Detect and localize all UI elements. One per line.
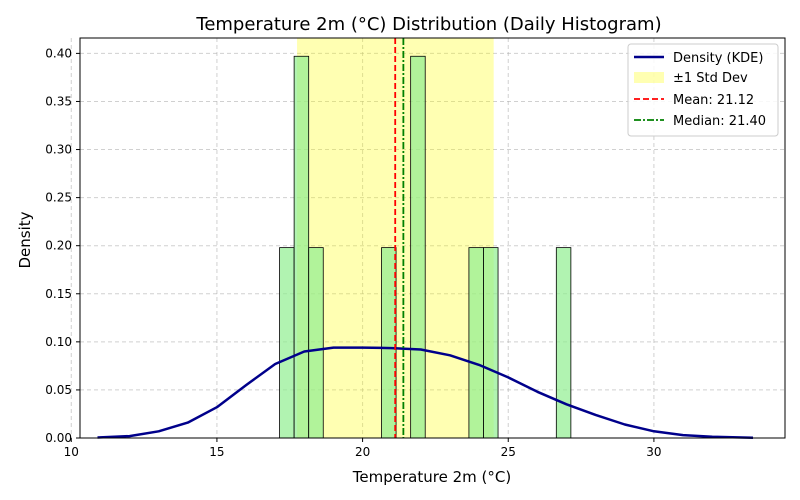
histogram-bar xyxy=(308,247,324,439)
y-axis-label: Density xyxy=(16,211,34,268)
histogram-bars xyxy=(279,55,572,439)
y-tick-label: 0.30 xyxy=(45,143,72,157)
x-tick-label: 30 xyxy=(646,445,661,459)
legend-band-label: ±1 Std Dev xyxy=(673,71,748,86)
histogram-bar xyxy=(381,247,397,439)
histogram-bar xyxy=(555,247,572,439)
legend: Density (KDE) ±1 Std Dev Mean: 21.12 Med… xyxy=(627,43,779,137)
y-tick-label: 0.25 xyxy=(45,191,72,205)
histogram-bar xyxy=(410,55,426,439)
chart-title: Temperature 2m (°C) Distribution (Daily … xyxy=(195,14,661,35)
y-axis-ticks: 0.00 0.05 0.10 0.15 0.20 0.25 0.30 0.35 0.40 xyxy=(45,46,80,445)
x-tick-label: 25 xyxy=(501,445,516,459)
plot-frame xyxy=(79,37,786,439)
x-axis-label: Temperature 2m (°C) xyxy=(352,468,511,486)
x-tick-label: 10 xyxy=(64,445,79,459)
x-tick-label: 15 xyxy=(209,445,224,459)
histogram-bar xyxy=(468,247,484,439)
y-tick-label: 0.10 xyxy=(45,335,72,349)
y-tick-label: 0.05 xyxy=(45,383,72,397)
legend-mean-label: Mean: 21.12 xyxy=(673,93,754,108)
legend-median-label: Median: 21.40 xyxy=(673,114,766,129)
legend-kde-label: Density (KDE) xyxy=(673,51,763,66)
histogram-bar xyxy=(293,55,310,439)
legend-band-swatch xyxy=(634,72,664,83)
grid xyxy=(70,38,785,439)
legend-frame xyxy=(627,43,779,137)
x-tick-label: 20 xyxy=(355,445,370,459)
y-tick-label: 0.15 xyxy=(45,287,72,301)
kde-curve xyxy=(97,346,754,439)
y-tick-label: 0.40 xyxy=(45,46,72,60)
y-tick-label: 0.35 xyxy=(45,94,72,108)
y-tick-label: 0.00 xyxy=(45,431,72,445)
histogram-bar xyxy=(483,247,499,439)
x-axis-ticks: 10 15 20 25 30 xyxy=(64,438,662,459)
kde-layer xyxy=(97,346,754,439)
histogram-bar xyxy=(279,247,295,439)
stat-lines-layer xyxy=(394,38,405,438)
y-tick-label: 0.20 xyxy=(45,239,72,253)
